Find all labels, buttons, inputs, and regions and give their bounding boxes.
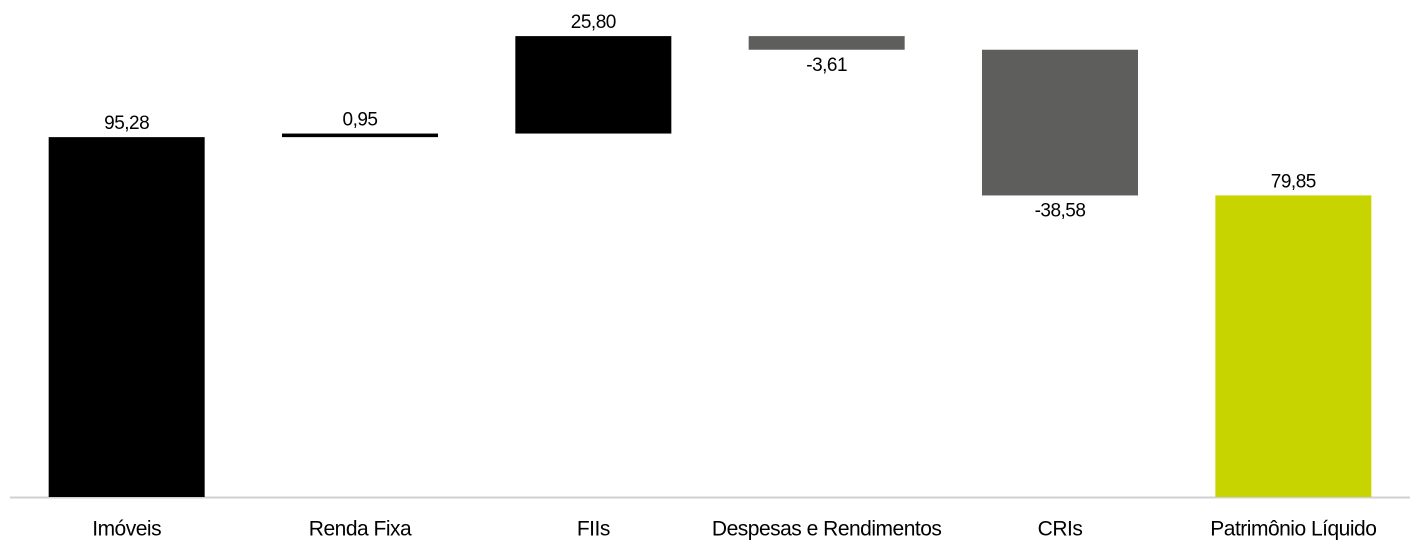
bar — [515, 36, 672, 134]
x-tick-label: Renda Fixa — [309, 518, 412, 541]
value-label: -3,61 — [806, 55, 847, 76]
x-tick-label: CRIs — [1038, 518, 1083, 541]
value-label: 0,95 — [343, 110, 378, 131]
value-label: 25,80 — [571, 12, 616, 33]
x-tick-label: Patrimônio Líquido — [1210, 518, 1376, 541]
bar — [282, 133, 438, 138]
x-tick-label: Imóveis — [92, 518, 161, 541]
x-tick-label: Despesas e Rendimentos — [712, 518, 941, 541]
bar — [982, 49, 1138, 196]
bar — [48, 137, 205, 497]
value-label: 95,28 — [104, 113, 149, 134]
bar — [748, 36, 905, 50]
value-label: 79,85 — [1271, 171, 1316, 192]
x-tick-label: FIIs — [577, 518, 610, 541]
value-label: -38,58 — [1035, 200, 1086, 221]
bar — [1215, 195, 1372, 497]
